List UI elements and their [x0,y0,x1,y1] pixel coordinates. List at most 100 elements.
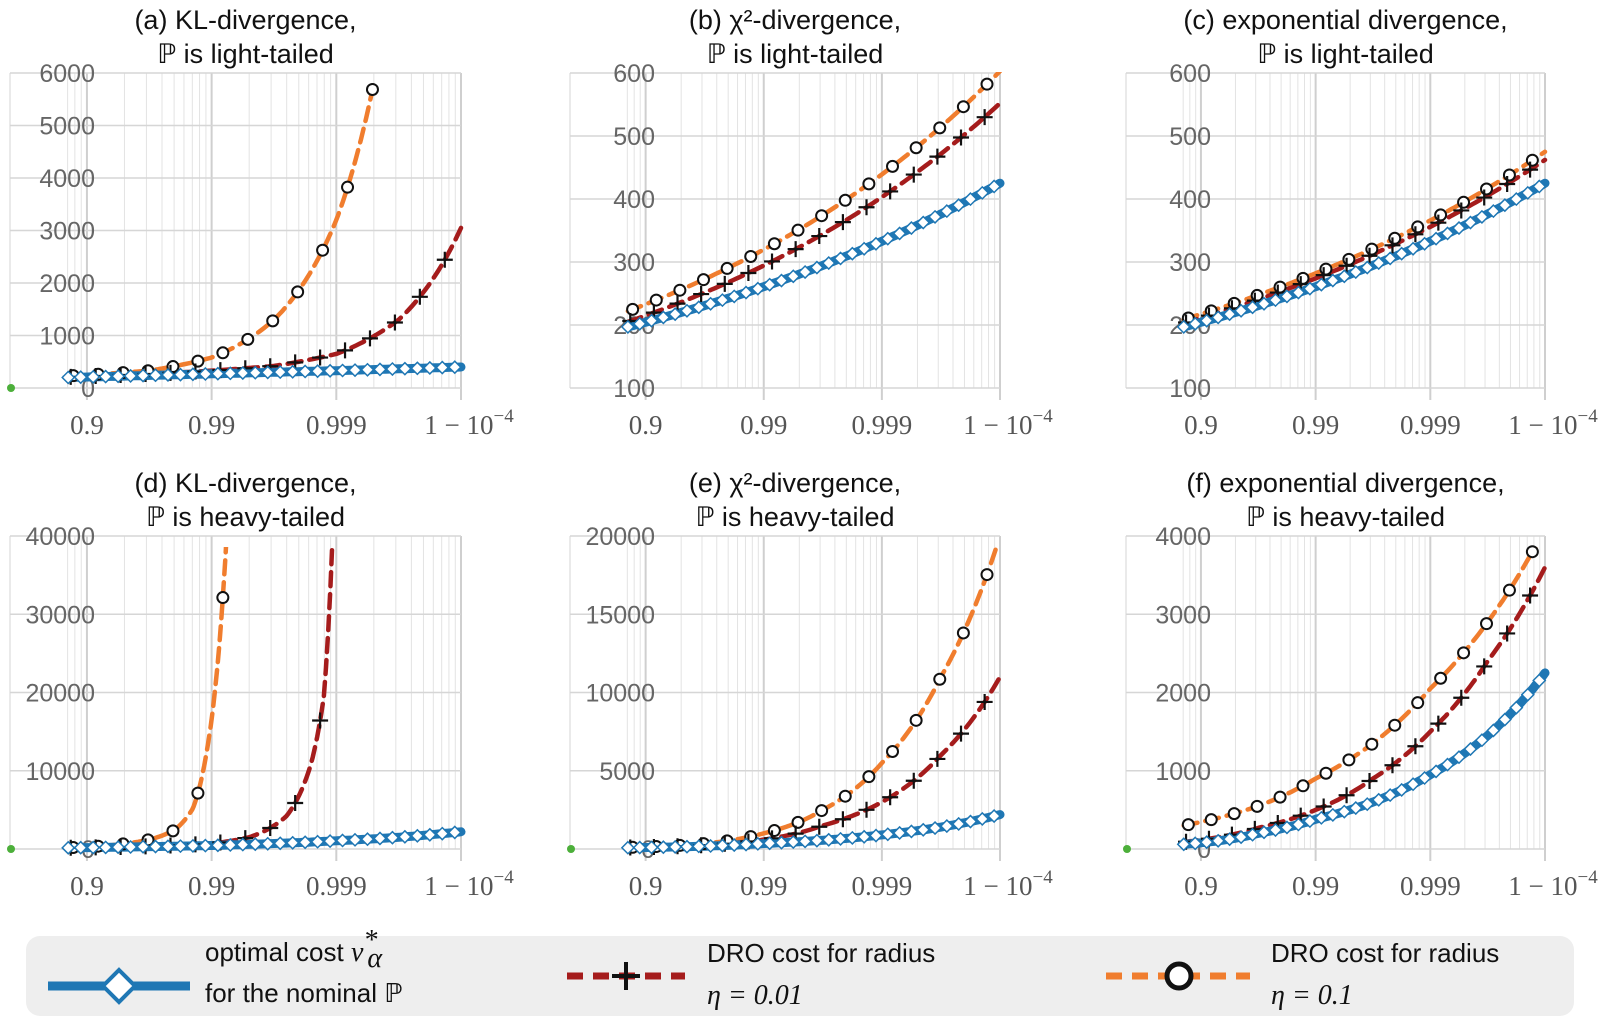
legend: optimal cost v* α for the nominal ℙ DRO c… [26,925,1574,1016]
data-point-dro-large [862,177,876,191]
data-point-optimal [833,831,848,846]
data-point-optimal [1463,741,1478,757]
data-point-optimal [798,834,813,849]
y-tick-label: 15000 [585,601,655,629]
data-point-dro-small [1315,798,1332,815]
data-point-dro-large [1434,671,1448,685]
series-line-dro-large [625,547,999,850]
data-point-optimal [679,303,695,318]
plus-marker-icon [612,962,640,990]
x-tick-label: 1 − 10−4 [424,406,514,440]
data-point-optimal [904,220,919,236]
data-point-dro-large [1227,807,1241,821]
x-tick-label: 0.9 [70,871,104,901]
y-tick-label: 40000 [25,523,95,551]
data-point-optimal [1371,255,1386,271]
data-point-optimal [668,839,683,854]
data-point-optimal [845,830,860,845]
legend-dro-small-line2: η = 0.01 [707,980,803,1011]
data-point-optimal [223,366,238,381]
data-point-dro-small [953,725,970,742]
data-point-dro-large [1296,271,1310,285]
data-point-optimal [347,832,363,847]
data-point-optimal [632,840,647,855]
chart-title-line: ℙ is heavy-tailed [1246,502,1445,532]
data-point-optimal [715,293,730,308]
data-point-dro-small [929,148,946,165]
data-point-optimal [335,833,350,848]
data-point-optimal [620,840,635,855]
x-tick-label: 0.9 [1184,410,1218,440]
data-point-dro-large [266,314,280,328]
data-point-dro-small [764,253,781,270]
x-tick-label: 0.999 [1400,871,1461,901]
data-point-dro-large [956,626,970,640]
data-point-dro-small [905,772,922,789]
data-point-optimal [285,835,300,850]
data-point-dro-large [191,354,205,368]
data-point-optimal [1348,264,1363,280]
data-point-optimal [447,825,462,840]
data-point-optimal [868,828,884,843]
data-point-optimal [410,361,425,376]
x-tick-label: 0.99 [1292,871,1339,901]
data-point-optimal [845,246,860,261]
data-point-optimal [1474,209,1489,224]
y-tick-label: 300 [1169,249,1211,277]
series-line-dro-large [1181,547,1538,828]
data-point-dro-large [1502,583,1516,597]
data-point-optimal [1428,231,1444,246]
x-tick-label: 0.999 [852,410,913,440]
data-point-dro-small [953,129,970,146]
data-point-dro-small [312,712,329,729]
data-point-optimal [951,198,966,213]
data-point-dro-large [241,332,255,346]
data-point-dro-large [216,591,230,605]
legend-optimal-line1: optimal cost v* α [205,925,383,974]
data-point-optimal [335,363,350,378]
data-point-optimal [198,838,213,853]
data-point-optimal [892,825,907,840]
data-point-optimal [1188,836,1203,851]
data-point-dro-small [1453,202,1470,219]
data-point-dro-large [216,346,230,360]
data-point-optimal [668,307,683,322]
panel-d: (d) KL-divergence,ℙ is heavy-tailed01000… [7,468,514,901]
origin-dot [1123,845,1131,853]
data-point-optimal [644,840,659,855]
data-point-optimal [927,820,943,836]
data-point-optimal [963,814,978,829]
x-tick-label: 0.99 [188,410,235,440]
panel-c: (c) exponential divergence, ℙ is light-ta… [1125,5,1598,440]
data-point-dro-small [693,286,710,303]
data-point-optimal [762,836,777,851]
data-point-dro-large [838,193,852,207]
data-point-optimal [1302,281,1317,296]
x-tick-label: 0.999 [852,871,913,901]
data-point-optimal [644,313,659,328]
data-point-dro-small [1361,247,1378,264]
data-point-optimal [1440,226,1455,241]
panel-a: (a) KL-divergence,ℙ is light-tailed01000… [7,5,514,440]
data-point-optimal [975,185,990,200]
data-point-dro-large [909,713,923,727]
data-point-optimal [774,273,789,288]
data-point-optimal [691,300,706,315]
data-point-optimal [372,362,388,377]
data-point-dro-large [1342,753,1356,767]
data-point-dro-small [287,794,304,811]
data-point-dro-large [1457,195,1471,209]
data-point-dro-large [1411,696,1425,710]
y-tick-label: 5000 [39,113,95,141]
circle-marker-icon [1164,961,1194,991]
data-point-optimal [1406,241,1421,256]
data-point-dro-large [956,100,970,114]
data-point-dro-large [1411,220,1425,234]
y-tick-label: 2000 [39,270,95,298]
x-tick-label: 0.99 [740,410,787,440]
chart-title-line: ℙ is light-tailed [157,39,334,69]
data-point-dro-large [1502,168,1516,182]
data-point-dro-small [834,214,851,231]
data-point-optimal [857,829,872,844]
data-point-optimal [1394,246,1409,261]
